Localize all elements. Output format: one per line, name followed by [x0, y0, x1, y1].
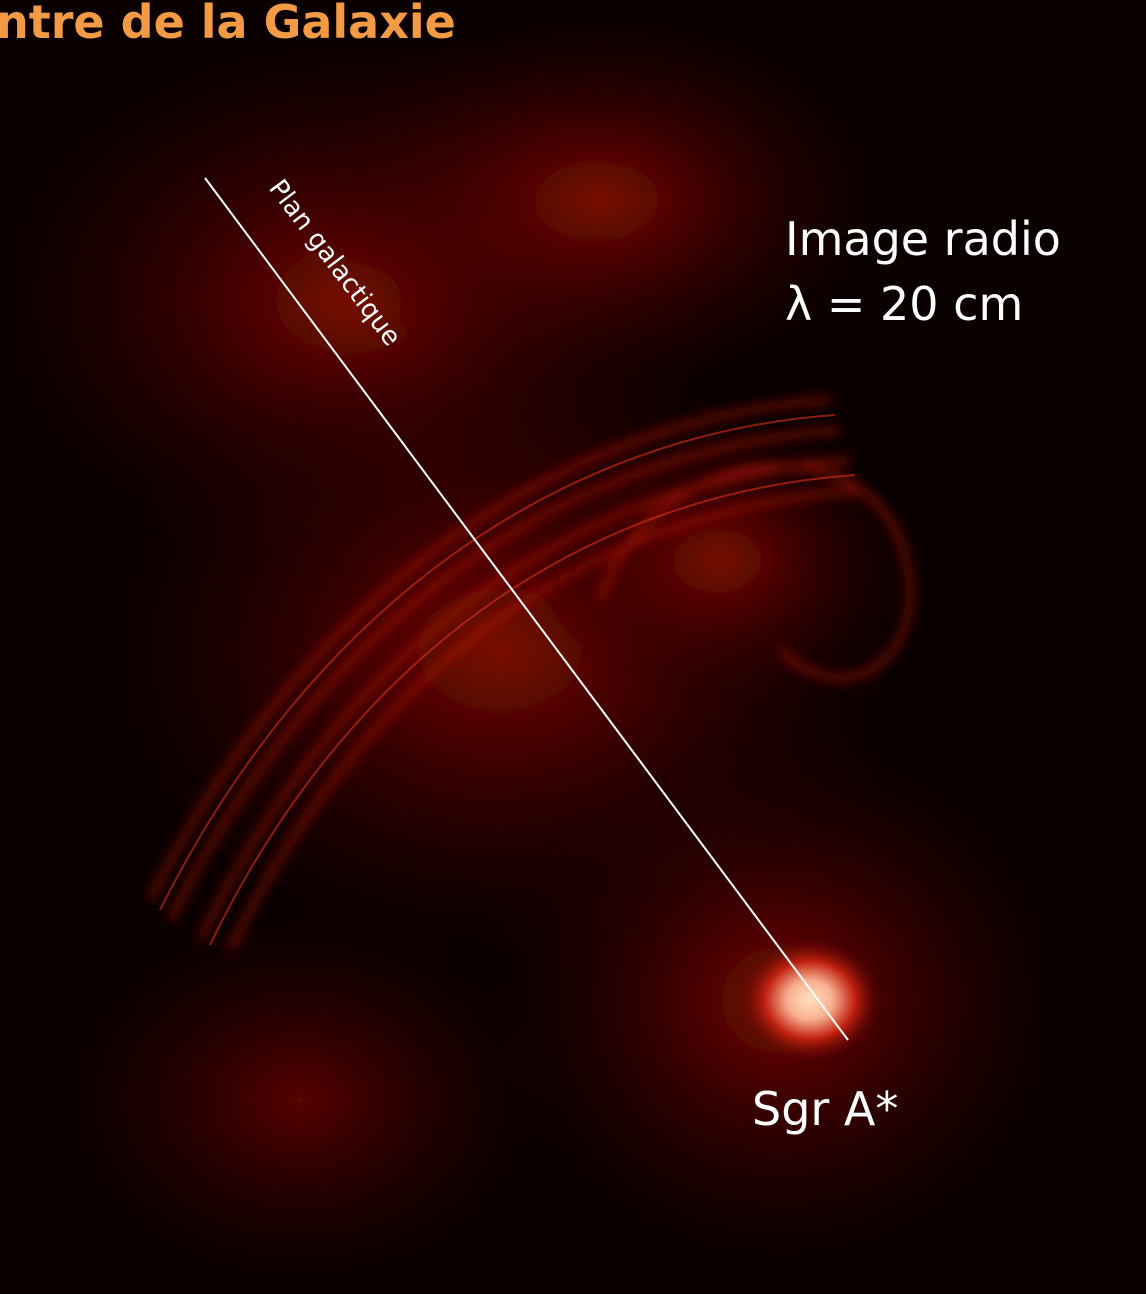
slide: ntre de la Galaxie Plan galactique Image… — [0, 0, 1146, 1294]
source-label: Sgr A* — [752, 1082, 898, 1136]
slide-title: ntre de la Galaxie — [0, 0, 456, 49]
image-type-label: Image radio — [785, 212, 1061, 266]
sgr-a-glow — [735, 935, 885, 1065]
page: ntre de la Galaxie Plan galactique Image… — [0, 0, 1146, 1294]
wavelength-label: λ = 20 cm — [785, 277, 1023, 331]
